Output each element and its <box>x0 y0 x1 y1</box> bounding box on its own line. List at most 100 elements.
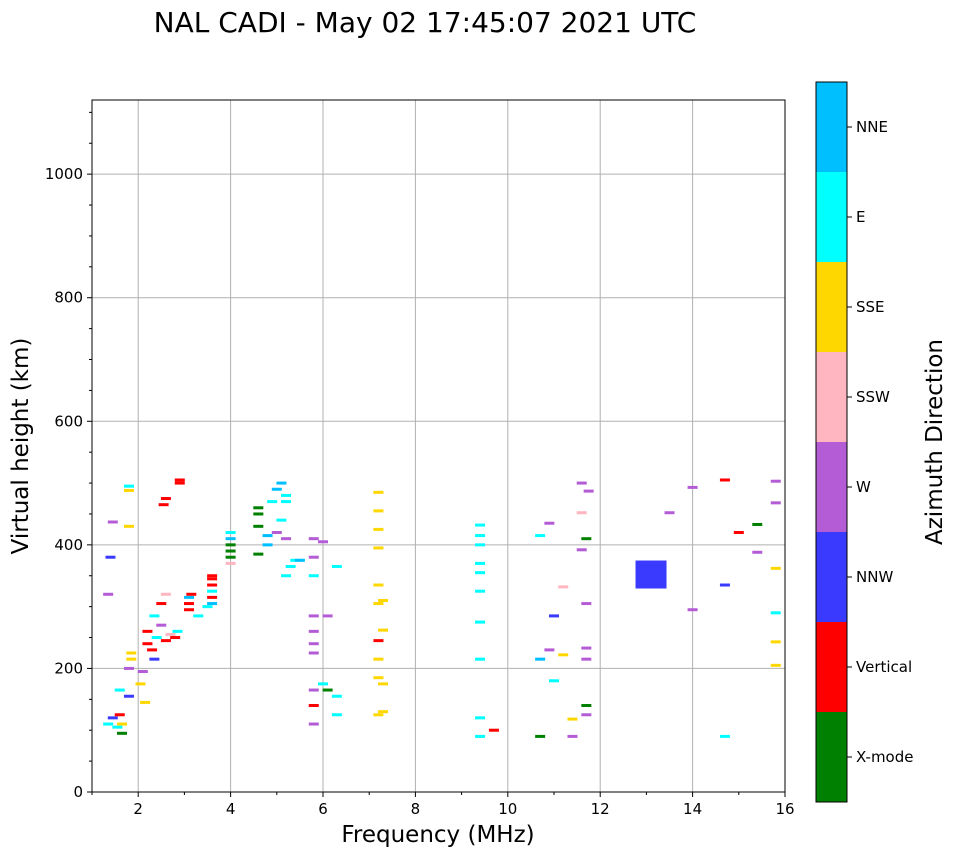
echo-point <box>576 481 587 485</box>
colorbar-segment <box>816 352 847 442</box>
echo-point <box>184 602 195 606</box>
echo-point <box>126 657 137 661</box>
echo-point <box>373 583 384 587</box>
echo-point <box>225 531 236 534</box>
echo-point <box>475 657 486 661</box>
colorbar-label: Vertical <box>856 658 912 676</box>
echo-point <box>378 710 389 714</box>
echo-point <box>285 564 296 568</box>
colorbar-label: NNW <box>856 568 893 586</box>
y-tick-label: 800 <box>54 289 83 307</box>
echo-point <box>475 571 486 575</box>
echo-point <box>114 713 125 717</box>
echo-point <box>281 574 292 578</box>
echo-point <box>117 722 128 726</box>
echo-point <box>719 583 730 587</box>
echo-point <box>581 657 592 661</box>
echo-point <box>184 608 195 612</box>
x-tick-label: 2 <box>133 800 143 818</box>
echo-point <box>549 614 559 618</box>
y-tick-label: 600 <box>54 412 83 430</box>
data-points <box>103 478 781 738</box>
echo-point <box>114 688 125 692</box>
echo-point <box>156 623 167 627</box>
echo-point <box>151 636 162 640</box>
echo-point <box>193 614 204 618</box>
echo-point <box>253 524 264 528</box>
echo-point <box>488 728 499 732</box>
echo-point <box>567 717 578 721</box>
colorbar-label: SSW <box>856 388 890 406</box>
echo-point <box>225 555 236 559</box>
echo-point <box>635 560 667 589</box>
echo-point <box>770 501 781 505</box>
echo-point <box>103 722 114 726</box>
echo-point <box>147 648 158 652</box>
echo-point <box>558 585 569 589</box>
y-tick-label: 200 <box>54 659 83 677</box>
echo-point <box>207 577 218 581</box>
echo-point <box>308 629 319 633</box>
echo-point <box>117 731 128 735</box>
echo-point <box>294 558 305 562</box>
echo-point <box>770 663 781 667</box>
echo-point <box>165 632 176 636</box>
echo-point <box>373 639 384 643</box>
colorbar-label: SSE <box>856 298 885 316</box>
echo-point <box>733 531 744 534</box>
x-tick-label: 8 <box>411 800 421 818</box>
echo-point <box>475 620 486 624</box>
colorbar-segment <box>816 442 847 532</box>
echo-point <box>123 694 134 698</box>
echo-point <box>225 561 236 565</box>
echo-point <box>158 503 169 507</box>
echo-point <box>535 734 546 738</box>
echo-point <box>253 552 264 556</box>
echo-point <box>149 614 160 618</box>
echo-point <box>318 682 328 686</box>
echo-point <box>184 595 195 599</box>
echo-point <box>149 657 160 661</box>
echo-point <box>576 548 587 552</box>
echo-point <box>318 540 328 544</box>
echo-point <box>378 628 389 632</box>
echo-point <box>308 555 319 559</box>
colorbar-title: Azimuth Direction <box>922 339 948 545</box>
echo-point <box>331 713 342 717</box>
echo-point <box>262 543 273 547</box>
colorbar-segment <box>816 262 847 352</box>
echo-point <box>174 478 185 482</box>
colorbar-segment <box>816 622 847 712</box>
echo-point <box>752 550 763 554</box>
echo-point <box>160 639 171 643</box>
colorbar-label: E <box>856 208 865 226</box>
chart-title: NAL CADI - May 02 17:45:07 2021 UTC <box>153 6 697 39</box>
echo-point <box>308 688 319 692</box>
echo-point <box>202 605 213 609</box>
echo-point <box>373 602 384 606</box>
echo-point <box>207 574 218 578</box>
echo-point <box>558 653 569 657</box>
x-tick-label: 14 <box>683 800 702 818</box>
echo-point <box>331 694 342 698</box>
echo-point <box>142 642 153 646</box>
echo-point <box>225 549 236 553</box>
x-tick-label: 10 <box>498 800 517 818</box>
echo-point <box>373 490 384 494</box>
y-tick-label: 0 <box>73 783 83 801</box>
echo-point <box>123 524 134 528</box>
echo-point <box>225 537 236 541</box>
y-axis-ticks: 0 200 400 600 800 1000 <box>45 111 92 801</box>
echo-point <box>687 608 698 612</box>
echo-point <box>186 592 197 596</box>
echo-point <box>373 713 384 717</box>
echo-point <box>207 589 218 593</box>
echo-point <box>112 725 123 729</box>
echo-point <box>156 602 167 606</box>
colorbar: X-mode Vertical NNW W SSW SSE E NNE <box>815 81 913 803</box>
echo-point <box>719 734 730 738</box>
echo-point <box>322 614 333 618</box>
plot-frame <box>91 99 786 793</box>
echo-point <box>581 713 592 717</box>
echo-point <box>322 688 333 692</box>
